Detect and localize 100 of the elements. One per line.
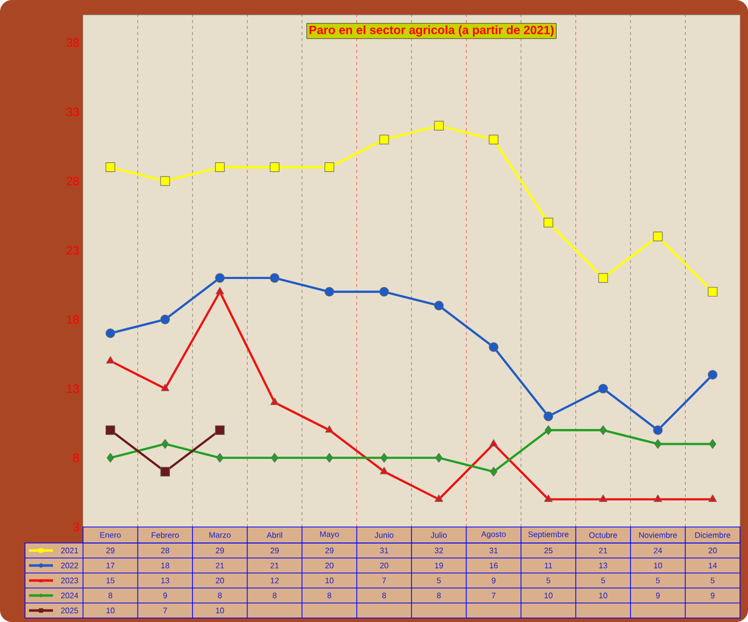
point <box>379 134 389 144</box>
point <box>380 453 388 463</box>
y-tick-label: 3 <box>73 522 79 532</box>
point <box>434 494 444 502</box>
data-label: 10 <box>216 608 224 614</box>
y-tick-label: 33 <box>66 108 79 116</box>
data-label: 31 <box>380 548 388 554</box>
point <box>435 453 443 463</box>
data-label: 16 <box>490 562 498 568</box>
x-tick-label: Noviembre <box>639 532 677 538</box>
data-label: 8 <box>108 592 112 598</box>
data-label: 9 <box>710 592 714 598</box>
point <box>270 398 279 406</box>
x-tick-label: Septiembre <box>528 531 568 539</box>
point <box>544 494 553 502</box>
point <box>325 425 334 433</box>
point <box>653 232 663 242</box>
legend-label: 2025 <box>61 608 78 614</box>
point <box>708 370 718 380</box>
data-label: 7 <box>492 592 496 598</box>
data-label: 12 <box>270 578 279 584</box>
x-tick-label: Marzo <box>209 532 231 538</box>
data-label: 18 <box>161 562 170 568</box>
point <box>489 439 498 447</box>
x-tick-label: Enero <box>100 532 121 538</box>
data-label: 20 <box>325 562 334 568</box>
point <box>434 300 444 310</box>
data-label: 7 <box>382 578 386 584</box>
point <box>215 162 225 172</box>
point <box>215 425 225 435</box>
data-label: 9 <box>656 592 660 598</box>
data-label: 5 <box>710 578 715 584</box>
data-label: 21 <box>599 548 608 554</box>
x-tick-label: Abril <box>266 532 282 538</box>
data-label: 8 <box>218 592 222 598</box>
data-label: 17 <box>106 562 114 568</box>
point <box>160 314 170 324</box>
data-label: 5 <box>546 578 550 584</box>
y-tick-label: 13 <box>67 384 79 393</box>
data-label: 5 <box>436 578 441 584</box>
point <box>434 120 444 131</box>
point <box>708 286 718 297</box>
point <box>544 218 554 228</box>
data-label: 24 <box>654 548 662 554</box>
data-label: 11 <box>544 562 552 568</box>
legend-label: 2022 <box>61 562 78 568</box>
data-label: 20 <box>380 562 388 568</box>
data-label: 8 <box>272 592 276 598</box>
data-label: 7 <box>163 608 167 614</box>
data-label: 29 <box>216 548 224 554</box>
data-label: 20 <box>708 548 717 554</box>
point <box>326 453 334 463</box>
point <box>544 425 552 435</box>
data-label: 21 <box>270 562 279 568</box>
x-tick-label: Junio <box>374 532 394 538</box>
point <box>379 286 389 297</box>
data-label: 32 <box>434 548 443 554</box>
point <box>106 453 114 463</box>
point <box>270 453 278 463</box>
point <box>324 286 334 297</box>
x-tick-label: Diciembre <box>695 532 730 538</box>
point <box>216 453 224 463</box>
x-tick-label: Febrero <box>152 532 179 538</box>
data-label: 20 <box>216 578 224 584</box>
x-tick-label: Octubre <box>589 532 617 538</box>
point <box>653 425 663 435</box>
data-label: 10 <box>654 562 662 568</box>
data-label: 14 <box>708 562 717 568</box>
data-label: 8 <box>437 592 441 598</box>
point <box>160 176 170 186</box>
point <box>708 439 716 449</box>
legend-label: 2024 <box>61 592 78 598</box>
x-tick-label: Mayo <box>320 531 339 539</box>
y-tick-label: 23 <box>66 246 79 254</box>
data-label: 9 <box>163 592 167 598</box>
y-tick-label: 28 <box>66 176 79 186</box>
point <box>490 466 498 476</box>
point <box>215 273 225 283</box>
data-label: 15 <box>106 578 114 584</box>
data-label: 29 <box>325 548 334 554</box>
point <box>106 328 116 338</box>
point <box>654 439 662 449</box>
point <box>270 273 280 283</box>
y-tick-label: 38 <box>66 38 79 47</box>
point <box>488 134 498 144</box>
data-label: 10 <box>544 592 553 598</box>
point <box>270 162 280 172</box>
data-label: 25 <box>544 548 552 554</box>
point <box>598 494 608 502</box>
point <box>380 466 388 474</box>
point <box>106 356 115 364</box>
text: Paro en el sector agricola (a partir de 2021) <box>310 25 554 37</box>
point <box>654 494 662 502</box>
data-label: 21 <box>216 562 224 568</box>
point <box>544 412 554 422</box>
point <box>106 162 116 172</box>
point <box>598 384 608 394</box>
legend-label: 2021 <box>61 548 78 554</box>
data-label: 13 <box>161 578 170 584</box>
legend-label: 2023 <box>61 578 78 584</box>
